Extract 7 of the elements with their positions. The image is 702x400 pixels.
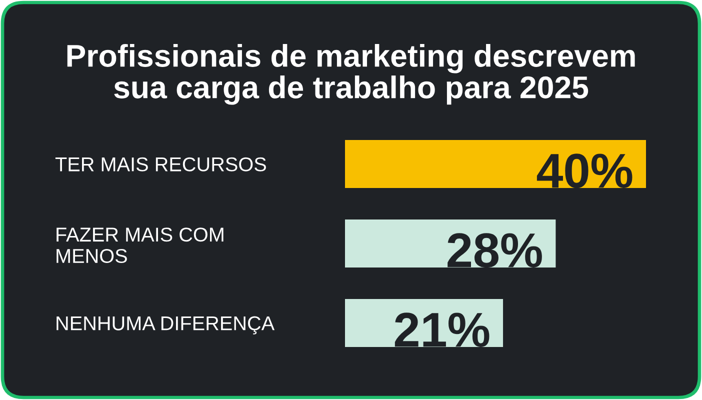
chart-title: Profissionais de marketing descrevem sua carga de trabalho para 2025	[67, 44, 635, 105]
y-tick-label: TER MAIS RECURSOS	[55, 157, 266, 172]
y-tick-label: NENHUMA DIFERENÇA	[56, 316, 275, 334]
data-label: 21%	[394, 312, 490, 347]
data-label: 28%	[448, 233, 542, 268]
data-label: 40%	[536, 154, 632, 188]
y-tick-label: FAZER MAIS COM MENOS	[56, 228, 224, 264]
